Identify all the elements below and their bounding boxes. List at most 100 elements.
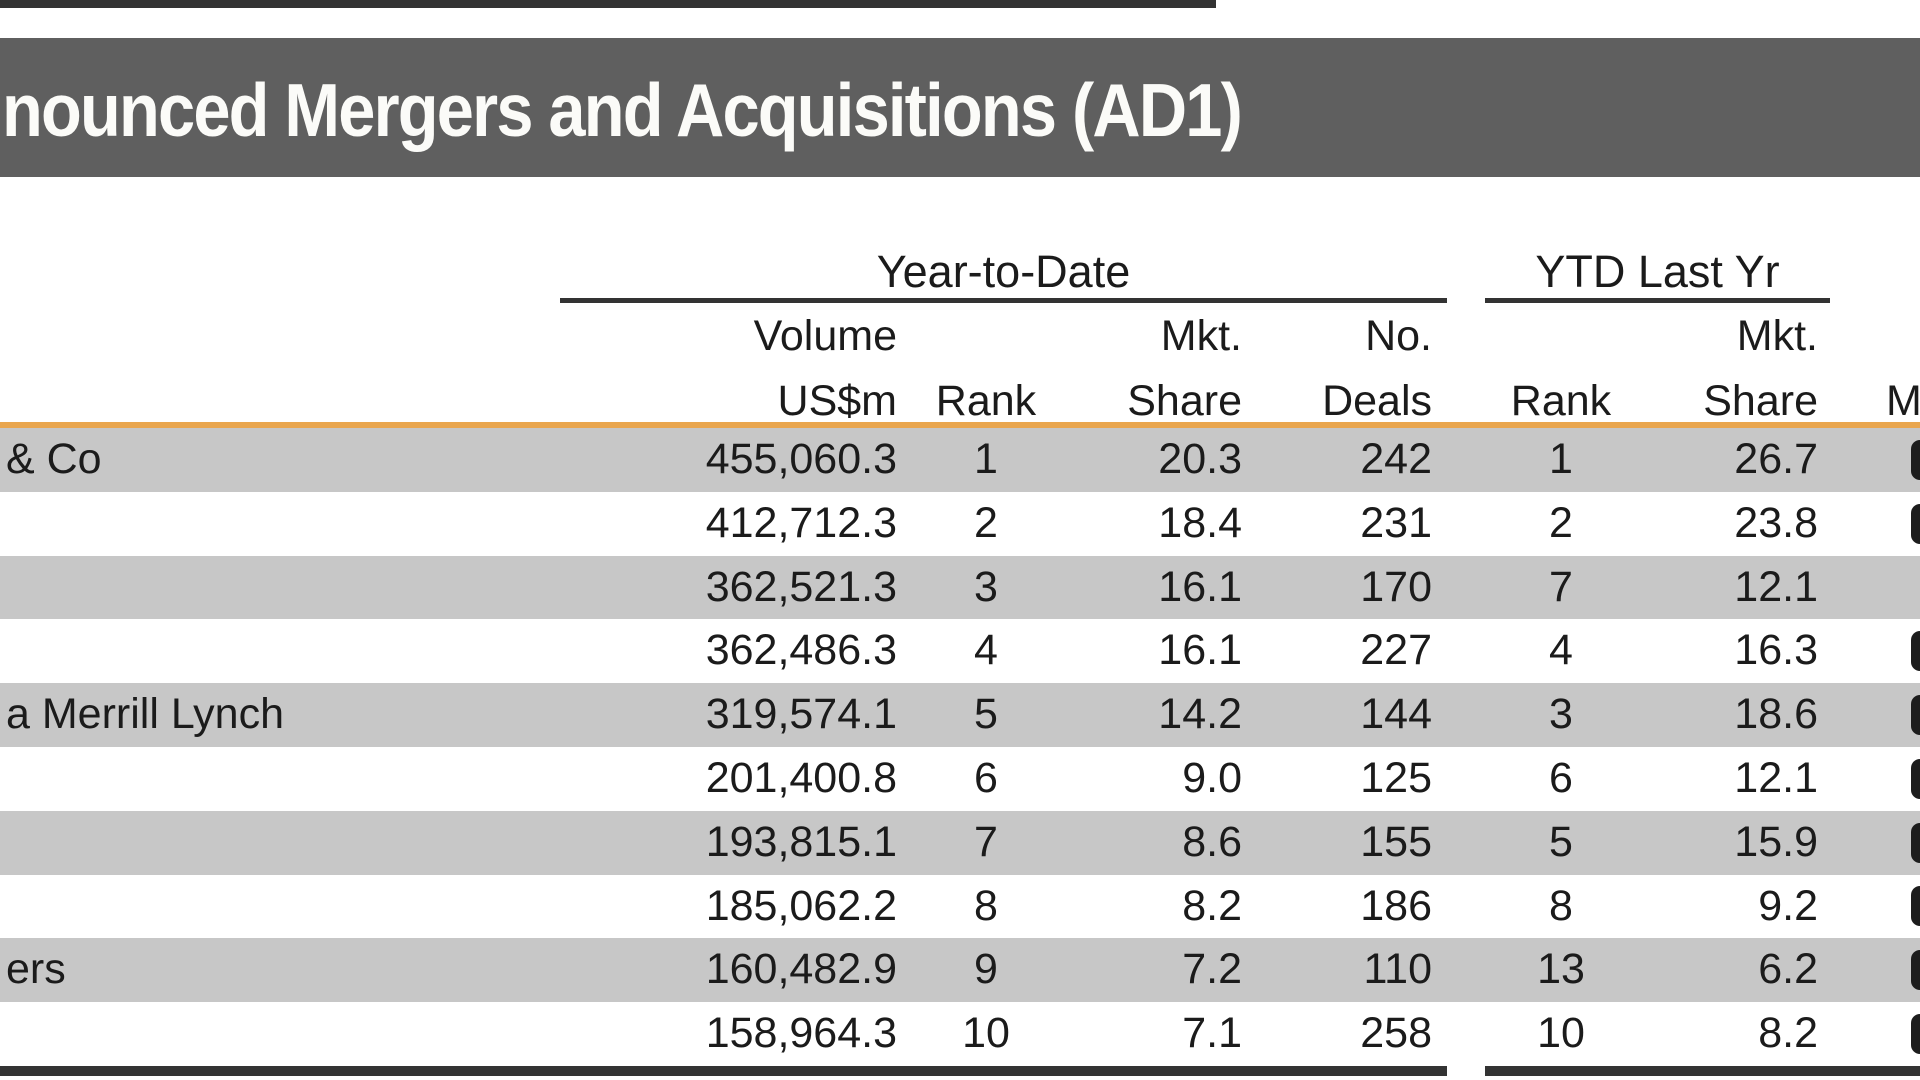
column-header-cropped-m: M [1886, 379, 1920, 423]
advisor-name [6, 1002, 586, 1066]
top-edge-line [0, 0, 1216, 8]
mkt-share-last-yr-value: 18.6 [1734, 690, 1818, 739]
group-header-ytd-last-yr: YTD Last Yr [1535, 246, 1780, 297]
rank-ytd-value: 6 [974, 753, 998, 802]
mkt-share-ytd-value: 18.4 [1158, 498, 1242, 547]
advisor-name: ers [6, 945, 66, 994]
mkt-share-ytd-value: 16.1 [1158, 626, 1242, 675]
column-header-mkt-ytd: Mkt. [1160, 312, 1242, 360]
rank-last-yr-value: 1 [1549, 435, 1573, 483]
rank-ytd-value: 9 [974, 945, 998, 994]
league-table-rows: & Co 455,060.3 1 20.3 242 1 26.7 412,712… [0, 428, 1920, 1066]
mkt-share-last-yr-value: 8.2 [1758, 1009, 1818, 1058]
mkt-share-ytd-value: 7.1 [1182, 1009, 1242, 1058]
rank-last-yr-value: 7 [1549, 562, 1573, 611]
rank-last-yr-value: 4 [1549, 626, 1573, 675]
group-header-year-to-date: Year-to-Date [876, 246, 1131, 297]
cropped-digit-fragment [1911, 886, 1920, 927]
mkt-share-last-yr-value: 12.1 [1734, 562, 1818, 611]
rank-ytd-value: 10 [962, 1009, 1010, 1058]
volume-usm-value: 362,486.3 [705, 626, 897, 675]
mkt-share-ytd-value: 16.1 [1158, 562, 1242, 611]
no-deals-value: 231 [1360, 498, 1432, 547]
rank-last-yr-value: 2 [1549, 498, 1573, 547]
mkt-share-last-yr-value: 26.7 [1734, 435, 1818, 483]
column-header-line-2: US$m Rank Share Deals Rank Share M [0, 379, 1920, 423]
volume-usm-value: 319,574.1 [705, 690, 897, 739]
no-deals-value: 155 [1360, 817, 1432, 866]
advisor-name [6, 492, 586, 556]
no-deals-value: 125 [1360, 753, 1432, 802]
mkt-share-last-yr-value: 23.8 [1734, 498, 1818, 547]
cropped-digit-fragment [1911, 503, 1920, 544]
volume-usm-value: 158,964.3 [705, 1009, 897, 1058]
cropped-digit-fragment [1911, 695, 1920, 736]
rank-ytd-value: 7 [974, 817, 998, 866]
no-deals-value: 186 [1360, 881, 1432, 930]
rank-last-yr-value: 5 [1549, 817, 1573, 866]
mkt-share-last-yr-value: 12.1 [1734, 753, 1818, 802]
table-row: a Merrill Lynch 319,574.1 5 14.2 144 3 1… [0, 683, 1920, 747]
table-row: 193,815.1 7 8.6 155 5 15.9 [0, 810, 1920, 875]
cropped-digit-fragment [1911, 758, 1920, 799]
advisor-name: & Co [6, 435, 102, 483]
advisor-name [6, 875, 586, 939]
cropped-digit-fragment [1911, 439, 1920, 480]
cropped-digit-fragment [1911, 822, 1920, 863]
table-row: & Co 455,060.3 1 20.3 242 1 26.7 [0, 428, 1920, 492]
rank-ytd-value: 5 [974, 690, 998, 739]
rank-last-yr-value: 8 [1549, 881, 1573, 930]
mkt-share-last-yr-value: 6.2 [1758, 945, 1818, 994]
column-header-rank-last-yr: Rank [1510, 377, 1612, 425]
no-deals-value: 242 [1360, 435, 1432, 483]
no-deals-value: 227 [1360, 626, 1432, 675]
mkt-share-ytd-value: 9.0 [1182, 753, 1242, 802]
table-bottom-rule-left [0, 1066, 1447, 1076]
group2-underline [1485, 298, 1830, 303]
table-row: ers 160,482.9 9 7.2 110 13 6.2 [0, 938, 1920, 1003]
column-header-mkt-last-yr: Mkt. [1736, 312, 1818, 360]
column-header-usm: US$m [777, 377, 897, 425]
table-row: 362,486.3 4 16.1 227 4 16.3 [0, 619, 1920, 683]
table-bottom-rule-right [1485, 1066, 1920, 1076]
mkt-share-last-yr-value: 16.3 [1734, 626, 1818, 675]
table-row: 412,712.3 2 18.4 231 2 23.8 [0, 492, 1920, 556]
volume-usm-value: 412,712.3 [705, 498, 897, 547]
column-header-deals: Deals [1322, 377, 1432, 425]
rank-ytd-value: 1 [974, 435, 998, 483]
mkt-share-last-yr-value: 15.9 [1734, 817, 1818, 866]
cropped-digit-fragment [1911, 950, 1920, 991]
page-title: nounced Mergers and Acquisitions (AD1) [2, 67, 1243, 152]
volume-usm-value: 362,521.3 [705, 562, 897, 611]
table-row: 201,400.8 6 9.0 125 6 12.1 [0, 747, 1920, 811]
cropped-digit-fragment [1911, 1014, 1920, 1055]
volume-usm-value: 160,482.9 [705, 945, 897, 994]
mkt-share-ytd-value: 14.2 [1158, 690, 1242, 739]
volume-usm-value: 193,815.1 [705, 817, 897, 866]
mkt-share-last-yr-value: 9.2 [1758, 881, 1818, 930]
advisor-name [6, 811, 586, 875]
column-header-volume: Volume [753, 312, 897, 360]
volume-usm-value: 185,062.2 [705, 881, 897, 930]
rank-ytd-value: 3 [974, 562, 998, 611]
column-header-line-1: Volume Mkt. No. Mkt. [0, 314, 1920, 358]
mkt-share-ytd-value: 8.2 [1182, 881, 1242, 930]
table-row: 362,521.3 3 16.1 170 7 12.1 [0, 555, 1920, 620]
cropped-digit-fragment [1911, 631, 1920, 672]
volume-usm-value: 455,060.3 [705, 435, 897, 483]
no-deals-value: 110 [1363, 945, 1432, 994]
rank-ytd-value: 2 [974, 498, 998, 547]
rank-ytd-value: 4 [974, 626, 998, 675]
no-deals-value: 258 [1360, 1009, 1432, 1058]
volume-usm-value: 201,400.8 [705, 753, 897, 802]
accent-rule [0, 422, 1920, 428]
column-header-rank-ytd: Rank [935, 377, 1037, 425]
rank-last-yr-value: 3 [1549, 690, 1573, 739]
mkt-share-ytd-value: 20.3 [1158, 435, 1242, 483]
title-bar: nounced Mergers and Acquisitions (AD1) [0, 38, 1920, 177]
rank-last-yr-value: 10 [1537, 1009, 1585, 1058]
mkt-share-ytd-value: 7.2 [1182, 945, 1242, 994]
rank-last-yr-value: 13 [1537, 945, 1585, 994]
mkt-share-ytd-value: 8.6 [1182, 817, 1242, 866]
rank-last-yr-value: 6 [1549, 753, 1573, 802]
